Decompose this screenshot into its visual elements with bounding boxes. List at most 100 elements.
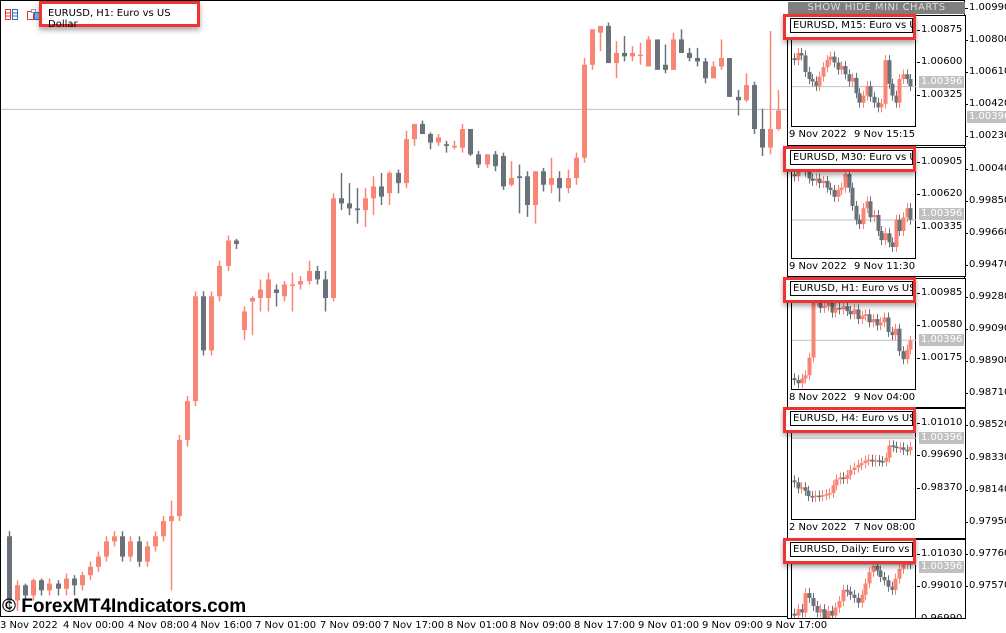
mini-candle	[857, 88, 862, 108]
candle-body	[820, 495, 825, 497]
candle-body	[811, 597, 816, 606]
price-axis-label: 1.00990	[963, 2, 1006, 14]
price-axis-label: 1.00800	[963, 34, 1006, 46]
candle-body	[671, 39, 676, 70]
candle-body	[830, 610, 835, 616]
mini-candle	[890, 581, 895, 595]
candle-body	[298, 281, 303, 285]
candle-body	[687, 52, 692, 59]
candle	[646, 36, 651, 67]
mini-candle	[868, 81, 873, 102]
candle-body	[908, 79, 913, 87]
candle-body	[848, 311, 853, 315]
mini-price-label: 0.99690	[916, 449, 963, 460]
price-axis-label: 0.97570	[963, 580, 1006, 592]
candle-body	[622, 52, 627, 57]
time-axis-label: 8 Nov 01:00	[447, 620, 509, 631]
mini-candle	[821, 175, 826, 189]
candle-body	[525, 176, 530, 206]
candle-body	[908, 340, 913, 350]
mini-candle	[828, 182, 833, 195]
candle	[452, 140, 457, 150]
candle-body	[822, 306, 827, 308]
mini-candle	[863, 309, 868, 321]
mini-candle	[859, 458, 864, 471]
time-axis-label: 9 Nov 01:00	[638, 620, 700, 631]
mini-candle	[848, 306, 853, 320]
candle-body	[830, 301, 835, 313]
candle-body	[852, 594, 857, 598]
candle	[298, 276, 303, 290]
candle-body	[894, 446, 899, 449]
mini-candle	[887, 228, 892, 248]
mini-candle	[860, 589, 865, 608]
candle-body	[905, 208, 910, 218]
candle-body	[501, 156, 506, 187]
show-hide-mini-charts-button[interactable]: SHOW HIDE MINI CHARTS	[788, 2, 965, 14]
candle-body	[878, 570, 883, 578]
time-axis-label: 7 Nov 09:00	[320, 620, 382, 631]
candle-body	[879, 103, 884, 108]
mini-candle	[831, 480, 836, 499]
mini-candle	[908, 441, 913, 456]
candle	[64, 573, 69, 596]
mini-candle	[876, 210, 881, 236]
mini-candle	[879, 98, 884, 113]
candle-body	[867, 572, 872, 584]
candle-body	[871, 319, 876, 323]
candle-body	[582, 64, 587, 158]
candle-body	[818, 609, 823, 613]
candle-body	[901, 217, 906, 231]
mini-candle	[792, 608, 797, 618]
candle-body	[282, 284, 287, 297]
candle-body	[891, 445, 896, 447]
candle	[744, 73, 749, 102]
candle	[290, 272, 295, 312]
candle	[331, 193, 336, 302]
candle-body	[444, 144, 449, 146]
mini-candlestick-chart	[792, 557, 916, 618]
candle-body	[799, 487, 804, 489]
candlestick-chart[interactable]	[1, 1, 966, 618]
mini-candle	[822, 301, 827, 313]
candle	[517, 164, 522, 214]
candle-body	[679, 39, 684, 53]
mini-candle	[843, 168, 848, 193]
mini-candle	[905, 344, 910, 365]
candle-body	[884, 457, 889, 462]
mini-candle	[865, 196, 870, 214]
candle-body	[792, 613, 797, 616]
main-chart[interactable]	[0, 0, 966, 618]
candle-body	[598, 25, 603, 33]
mini-candle	[867, 309, 872, 328]
one-click-trading-icon[interactable]	[5, 5, 18, 20]
mini-chart-title: EURUSD, M30: Euro vs US	[783, 146, 916, 172]
candle-body	[859, 463, 864, 466]
candle-body	[887, 445, 892, 458]
mini-candle	[908, 335, 913, 355]
candle-body	[857, 93, 862, 103]
candle	[622, 36, 627, 62]
candle-body	[796, 53, 801, 61]
mini-candle	[887, 440, 892, 463]
candle	[655, 39, 660, 70]
mini-candle	[905, 203, 910, 223]
candle-body	[827, 493, 832, 495]
candle-body	[848, 591, 853, 595]
mini-chart-title-text: EURUSD, M30: Euro vs US	[790, 150, 913, 165]
candle-body	[852, 467, 857, 471]
mini-candle	[796, 477, 801, 494]
mini-date-label: 9 Nov 2022	[789, 261, 847, 272]
mini-date-label: 8 Nov 2022	[789, 392, 847, 403]
candle-body	[890, 331, 895, 336]
candle	[112, 531, 117, 547]
mini-date-label: 9 Nov 15:15	[854, 129, 916, 140]
mini-candle	[894, 441, 899, 453]
candle	[363, 188, 368, 228]
candle-body	[836, 189, 841, 197]
candle-body	[865, 201, 870, 209]
candle-body	[193, 296, 198, 402]
mini-candle	[845, 469, 850, 484]
mini-candle	[894, 214, 899, 252]
